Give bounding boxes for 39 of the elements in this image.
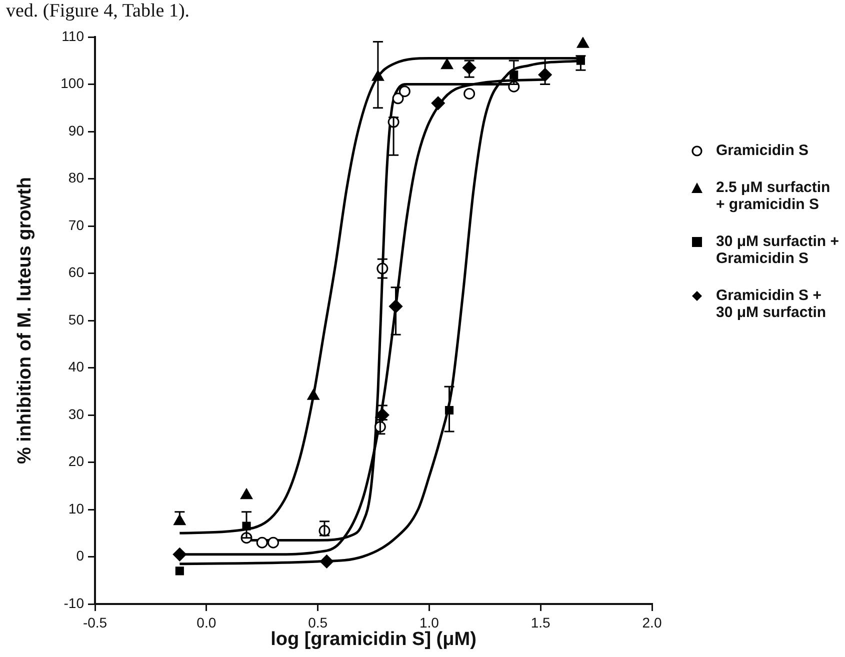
point xyxy=(172,548,186,562)
text: ved. (Figure 4, Table 1). xyxy=(6,0,190,22)
y-tick-label: 10 xyxy=(68,500,84,516)
y-tick-label: 100 xyxy=(60,75,84,92)
y-axis-title: % inhibition of M. luteus growth xyxy=(14,176,36,464)
x-tick-label: 0.0 xyxy=(196,614,216,630)
point xyxy=(398,86,410,98)
legend-label: Gramicidin S xyxy=(716,142,809,159)
x-tick-label: -0.5 xyxy=(82,614,108,630)
point xyxy=(392,92,404,104)
x-tick-label: 1.0 xyxy=(419,614,440,630)
point xyxy=(256,536,268,548)
y-tick-label: 50 xyxy=(68,311,84,328)
x-tick-label: 0.5 xyxy=(308,614,328,630)
y-tick-label: 0 xyxy=(76,548,84,564)
y-tick-label: 90 xyxy=(68,122,84,138)
point xyxy=(576,37,589,48)
y-tick-label: -10 xyxy=(64,594,84,611)
point xyxy=(441,58,453,70)
y-tick-label: 40 xyxy=(68,358,84,375)
y-tick-label: 70 xyxy=(68,216,84,233)
legend-label: 30 μM surfactin + Gramicidin S xyxy=(716,233,840,267)
legend-label: Gramicidin S + 30 μM surfactin xyxy=(716,287,828,321)
x-tick-label: 2.0 xyxy=(642,614,662,630)
point xyxy=(307,389,320,400)
x-axis-title: log [gramicidin S] (μM) xyxy=(270,628,476,650)
point xyxy=(240,488,252,500)
y-tick-label: 60 xyxy=(68,264,84,280)
point xyxy=(320,554,334,568)
y-tick-label: 110 xyxy=(62,28,84,44)
point xyxy=(175,566,184,576)
point xyxy=(267,536,279,548)
legend-label: 2.5 μM surfactin + gramicidin S xyxy=(716,179,832,213)
y-tick-label: 30 xyxy=(68,406,84,422)
y-tick-label: 80 xyxy=(68,170,84,186)
point xyxy=(431,96,445,110)
x-tick-label: 1.5 xyxy=(530,614,551,630)
point xyxy=(464,88,476,100)
y-tick-label: 20 xyxy=(68,453,84,470)
